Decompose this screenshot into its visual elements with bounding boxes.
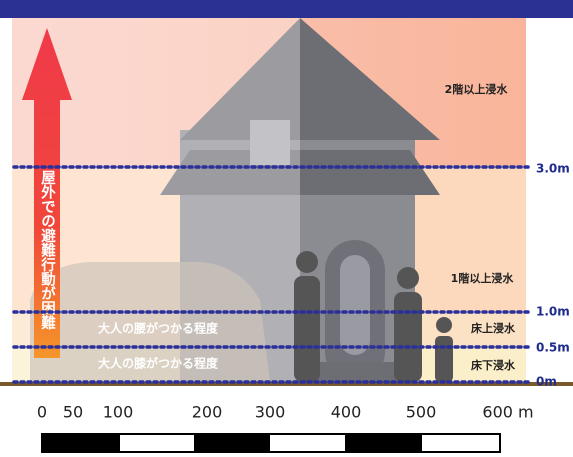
depth-label: 3.0m (536, 162, 570, 176)
depth-label: 0.5m (536, 341, 570, 355)
depth-label: 0m (536, 375, 557, 389)
zone-label: 床上浸水 (471, 321, 516, 335)
people (294, 251, 453, 382)
arrow (22, 28, 72, 358)
scale-label: 500 (406, 403, 437, 422)
scale-label: 200 (192, 403, 223, 422)
header-bar (0, 0, 573, 18)
band-note: 大人の膝がつかる程度 (98, 356, 219, 371)
ground (0, 382, 573, 386)
car (30, 262, 270, 382)
scale-bar (41, 433, 501, 453)
scale-label: 0 (37, 403, 47, 422)
scale-label: 100 (103, 403, 134, 422)
arrow-text: 屋外での避難行動が困難 (39, 170, 56, 331)
zone-label: 2階以上浸水 (445, 82, 509, 96)
zone-label: 1階以上浸水 (451, 271, 515, 285)
band-note: 大人の腰がつかる程度 (98, 321, 219, 336)
depth-label: 1.0m (536, 305, 570, 319)
scale-label: 300 (255, 403, 286, 422)
scale-label: 400 (331, 403, 362, 422)
zone-label: 床下浸水 (471, 358, 516, 372)
scale-label: 600 m (482, 403, 533, 422)
scale-label: 50 (63, 403, 83, 422)
